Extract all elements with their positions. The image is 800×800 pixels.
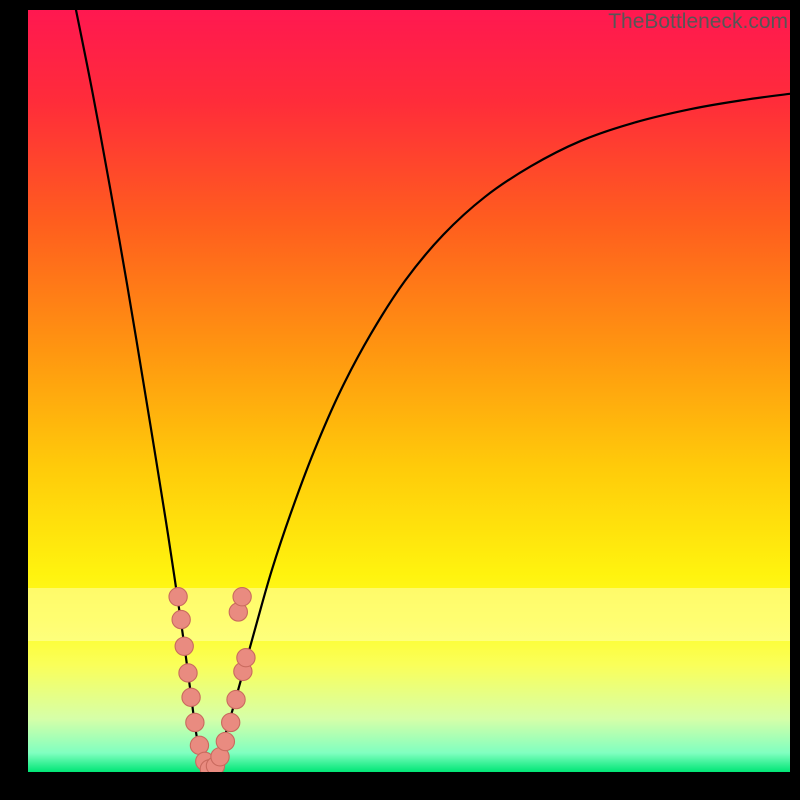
data-marker [186, 713, 204, 731]
curves-layer [28, 10, 790, 772]
data-marker [169, 588, 187, 606]
data-marker [237, 649, 255, 667]
data-marker [233, 588, 251, 606]
data-marker [175, 637, 193, 655]
data-marker [172, 610, 190, 628]
watermark-text: TheBottleneck.com [608, 10, 788, 34]
data-marker [216, 732, 234, 750]
chart-container: TheBottleneck.com [0, 0, 800, 800]
curve-right [209, 94, 790, 770]
plot-area [28, 10, 790, 772]
data-marker [227, 690, 245, 708]
data-marker [179, 664, 197, 682]
data-marker [182, 688, 200, 706]
watermark-label: TheBottleneck.com [608, 10, 788, 33]
curve-left [76, 10, 209, 770]
data-marker [222, 713, 240, 731]
